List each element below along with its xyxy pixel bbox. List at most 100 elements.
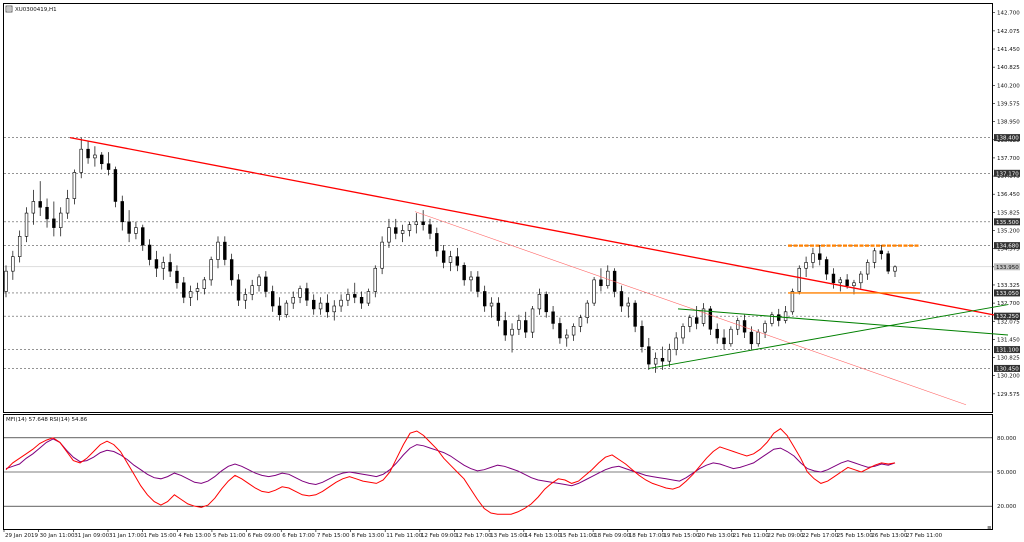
candle-body (524, 320, 528, 333)
candle-body (325, 302, 330, 313)
candle-body (93, 154, 97, 159)
time-tick-label: 13 Feb 15:00 (490, 533, 527, 539)
time-tick-label: 18 Feb 17:00 (629, 533, 666, 539)
level-label-bg (994, 289, 1020, 297)
candle-body (305, 288, 309, 301)
time-tick-label: 31 Jan 17:00 (109, 533, 144, 539)
candle-body (277, 305, 282, 316)
candle-body (818, 253, 822, 260)
level-label: 134.680 (996, 244, 1019, 250)
candle-body (770, 314, 774, 324)
candle-body (571, 326, 576, 336)
trendline-triangle-lower (648, 304, 1009, 369)
candle-body (400, 230, 405, 234)
price-tick-label: 139.575 (997, 101, 1020, 107)
candle-body (510, 328, 514, 336)
candle-body (729, 328, 733, 345)
candle-body (797, 267, 801, 292)
candle-body (216, 241, 220, 260)
candle-body (243, 294, 248, 301)
candle-body (339, 299, 343, 307)
current-price-label: 133.950 (996, 265, 1019, 271)
candle-body (831, 273, 836, 284)
trendlines (69, 136, 1009, 406)
indicator-grid (4, 437, 992, 507)
price-tick-label: 134.575 (997, 247, 1020, 253)
time-tick-label: 6 Feb 17:00 (282, 533, 315, 539)
candle-body (161, 262, 165, 269)
level-label-bg (994, 346, 1020, 354)
candle-body (845, 279, 849, 286)
price-tick-label: 135.200 (997, 229, 1020, 235)
indicator-tick-label: 50.000 (997, 470, 1017, 476)
price-tick-label: 135.825 (997, 210, 1020, 216)
mfi-line (5, 438, 896, 487)
price-tick-label: 132.075 (997, 319, 1020, 325)
candle-body (777, 314, 781, 321)
level-label: 131.100 (996, 348, 1019, 354)
time-tick-label: 26 Feb 13:00 (871, 533, 908, 539)
candle-body (250, 285, 254, 295)
candle-body (517, 320, 521, 330)
candle-body (421, 221, 425, 225)
indicator-lines (5, 428, 896, 515)
time-tick-label: 22 Feb 17:00 (802, 533, 839, 539)
level-label: 137.170 (996, 171, 1019, 177)
candle-body (147, 244, 152, 260)
price-y-axis: 142.700 142.075 141.450 140.825 140.200 139.5… (992, 11, 1020, 398)
candle-body (387, 227, 391, 243)
candle-body (496, 302, 501, 321)
candle-body (394, 227, 398, 234)
indicator-y-axis: 80.000 50.000 20.000 (997, 436, 1017, 510)
trendline-thin-resistance (414, 211, 967, 406)
level-label: 138.400 (996, 136, 1019, 142)
level-label: 132.250 (996, 314, 1019, 320)
level-label-bg (994, 218, 1020, 226)
level-label-bg (994, 312, 1020, 320)
candle-body (11, 256, 15, 272)
candle-body (353, 294, 357, 298)
candle-body (708, 308, 713, 330)
candle-body (79, 148, 83, 173)
level-label-bg (994, 134, 1020, 142)
candle-body (749, 331, 754, 345)
candle-body (106, 163, 111, 170)
candle-body (653, 357, 658, 365)
candle-body (195, 288, 200, 292)
candle-body (530, 308, 535, 333)
indicator-tick-label: 20.000 (997, 504, 1017, 510)
time-axis: 29 Jan 2019 30 Jan 11:00 31 Jan 09:00 31 Ja… (3, 529, 943, 539)
candle-body (606, 270, 610, 286)
price-tick-label: 133.325 (997, 283, 1020, 289)
time-tick-label: 29 Jan 2019 (5, 533, 38, 539)
candle-body (633, 302, 637, 327)
candle-body (688, 317, 692, 327)
candle-body (626, 302, 631, 307)
candle-body (763, 323, 767, 333)
candle-body (4, 270, 8, 292)
candle-body (223, 241, 227, 260)
time-tick-label: 4 Feb 13:00 (178, 533, 211, 539)
price-tick-label: 142.700 (997, 11, 1020, 17)
candle-body (264, 276, 268, 292)
candle-body (886, 253, 890, 272)
candle-body (86, 148, 90, 159)
candle-body (565, 334, 569, 339)
candle-body (879, 250, 884, 255)
candle-body (455, 256, 460, 266)
candle-body (141, 227, 145, 246)
time-tick-label: 18 Feb 09:00 (594, 533, 631, 539)
time-tick-label: 31 Jan 09:00 (74, 533, 109, 539)
candle-body (660, 357, 665, 362)
candle-body (585, 302, 589, 318)
candle-body (65, 198, 70, 214)
candle-body (284, 302, 289, 316)
level-label-bg (994, 364, 1020, 372)
candle-body (38, 201, 42, 208)
candle-body (701, 308, 706, 324)
candle-body (182, 282, 186, 298)
price-tick-label: 130.825 (997, 356, 1020, 362)
candle-body (229, 259, 234, 281)
time-tick-label: 7 Feb 15:00 (317, 533, 350, 539)
candle-body (24, 212, 29, 237)
